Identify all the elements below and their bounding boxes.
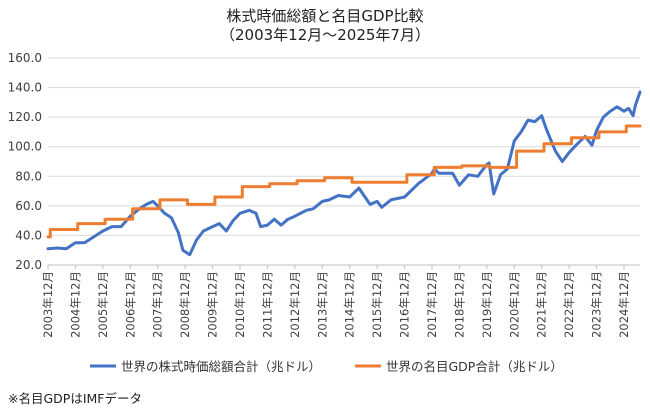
y-tick-label: 40.0 xyxy=(15,228,42,242)
x-tick-label: 2016年12月 xyxy=(398,271,412,338)
legend: 世界の株式時価総額合計（兆ドル） 世界の名目GDP合計（兆ドル） xyxy=(90,359,563,374)
x-tick-label: 2009年12月 xyxy=(206,271,220,338)
y-axis-ticks: 20.0 40.0 60.0 80.0 100.0 120.0 140.0 160.0 xyxy=(8,51,42,272)
x-tick-label: 2010年12月 xyxy=(233,271,247,338)
footnote: ※名目GDPはIMFデータ xyxy=(8,391,142,406)
x-tick-label: 2015年12月 xyxy=(370,271,384,338)
series-nominal-gdp-line xyxy=(46,124,642,239)
x-tick-label: 2024年12月 xyxy=(617,271,631,338)
x-tick-label: 2008年12月 xyxy=(178,271,192,338)
plot-series xyxy=(46,90,642,257)
x-tick-label: 2013年12月 xyxy=(315,271,329,338)
x-axis-ticks: 2003年12月 2004年12月 2005年12月 2006年12月 2007年12月… xyxy=(41,265,631,338)
x-tick-label: 2020年12月 xyxy=(507,271,521,338)
x-tick-label: 2012年12月 xyxy=(288,271,302,338)
y-tick-label: 80.0 xyxy=(15,169,42,183)
chart-subtitle: （2003年12月～2025年7月） xyxy=(220,26,430,44)
y-tick-label: 60.0 xyxy=(15,199,42,213)
gridlines xyxy=(48,57,640,266)
x-tick-label: 2003年12月 xyxy=(41,271,55,338)
legend-label-gdp: 世界の名目GDP合計（兆ドル） xyxy=(386,359,563,374)
x-tick-label: 2014年12月 xyxy=(343,271,357,338)
chart-title: 株式時価総額と名目GDP比較 xyxy=(226,7,423,25)
x-tick-label: 2019年12月 xyxy=(480,271,494,338)
x-tick-label: 2007年12月 xyxy=(151,271,165,338)
y-tick-label: 20.0 xyxy=(15,258,42,272)
x-tick-label: 2017年12月 xyxy=(425,271,439,338)
y-tick-label: 100.0 xyxy=(8,140,42,154)
x-tick-label: 2011年12月 xyxy=(260,271,274,338)
series-market-cap-line xyxy=(46,90,642,257)
y-tick-label: 160.0 xyxy=(8,51,42,65)
x-tick-label: 2022年12月 xyxy=(562,271,576,338)
y-tick-label: 140.0 xyxy=(8,81,42,95)
x-tick-label: 2006年12月 xyxy=(123,271,137,338)
x-tick-label: 2018年12月 xyxy=(452,271,466,338)
x-tick-label: 2005年12月 xyxy=(96,271,110,338)
x-tick-label: 2023年12月 xyxy=(590,271,604,338)
x-tick-label: 2004年12月 xyxy=(68,271,82,338)
x-tick-label: 2021年12月 xyxy=(535,271,549,338)
legend-label-market-cap: 世界の株式時価総額合計（兆ドル） xyxy=(121,359,321,374)
y-tick-label: 120.0 xyxy=(8,110,42,124)
